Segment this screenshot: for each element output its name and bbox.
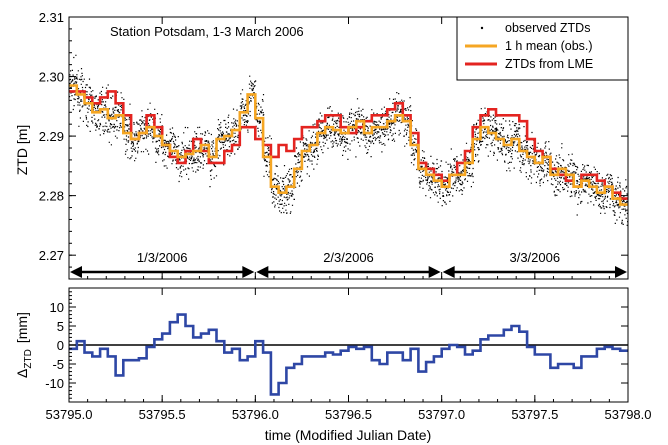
delta-axis-ticks: -10 -5 0 5 10 53795.0 53795.5 53796.0 53796.5 537…: [45, 287, 652, 422]
station-annotation: Station Potsdam, 1-3 March 2006: [110, 24, 304, 39]
day-label-3: 3/3/2006: [509, 250, 560, 265]
legend-label-lme: ZTDs from LME: [505, 57, 593, 71]
ztd-panel: 2.27 2.28 2.29 2.30 2.31 Station Potsdam, 1-…: [14, 10, 629, 280]
x-tick-label: 53798.0: [605, 407, 652, 422]
day-arrows: [70, 266, 627, 278]
legend-label-hourly-mean: 1 h mean (obs.): [505, 39, 593, 53]
delta-y-tick-label: 10: [50, 300, 64, 315]
day-arrow-head-left: [70, 266, 82, 278]
ztd-y-tick-label: 2.30: [39, 70, 64, 85]
delta-subscript: ZTD: [23, 349, 34, 368]
day-label-1: 1/3/2006: [137, 250, 188, 265]
ztd-y-tick-label: 2.27: [39, 248, 64, 263]
delta-symbol: Δ: [14, 369, 30, 378]
x-tick-label: 53796.0: [232, 407, 279, 422]
ztd-series: [69, 84, 628, 206]
ztd-y-tick-label: 2.28: [39, 189, 64, 204]
day-arrow-head-right: [242, 266, 255, 278]
day-arrow-head-right: [615, 266, 627, 278]
legend-label-observed: observed ZTDs: [505, 21, 590, 35]
x-tick-label: 53795.0: [46, 407, 93, 422]
legend: observed ZTDs 1 h mean (obs.) ZTDs from …: [456, 16, 629, 81]
day-arrow-head-left: [442, 266, 455, 278]
x-axis-label: time (Modified Julian Date): [265, 427, 432, 443]
delta-y-tick-label: -10: [45, 376, 64, 391]
ztd-y-tick-label: 2.31: [39, 10, 64, 25]
x-tick-label: 53795.5: [139, 407, 186, 422]
ztd-y-axis-label: ZTD [m]: [14, 125, 30, 176]
day-arrow-head-left: [256, 266, 269, 278]
legend-item-lme: ZTDs from LME: [465, 57, 593, 71]
x-tick-label: 53796.5: [325, 407, 372, 422]
delta-panel: -10 -5 0 5 10 53795.0 53795.5 53796.0 53796.5 537…: [14, 287, 652, 443]
day-arrow-head-right: [428, 266, 441, 278]
x-tick-label: 53797.0: [418, 407, 465, 422]
ztd-y-tick-label: 2.29: [39, 129, 64, 144]
series-hourly-mean: [69, 84, 628, 206]
delta-y-tick-label: 5: [57, 319, 64, 334]
series-delta-ztd: [69, 313, 628, 396]
legend-box: [456, 16, 629, 81]
delta-y-tick-label: -5: [52, 357, 64, 372]
delta-plot-frame: [68, 287, 629, 403]
day-label-2: 2/3/2006: [323, 250, 374, 265]
legend-dot-marker: [480, 26, 484, 30]
ztd-plot-frame: [68, 16, 629, 280]
legend-item-observed: observed ZTDs: [480, 21, 590, 35]
delta-y-tick-label: 0: [57, 338, 64, 353]
delta-unit: [mm]: [14, 312, 30, 343]
delta-series: [69, 313, 628, 396]
svg-text:ΔZTD[mm]: ΔZTD [mm]: [14, 312, 34, 378]
legend-item-hourly-mean: 1 h mean (obs.): [465, 39, 593, 53]
x-tick-label: 53797.5: [511, 407, 558, 422]
delta-y-axis-label: ΔZTD [mm]: [14, 312, 34, 378]
